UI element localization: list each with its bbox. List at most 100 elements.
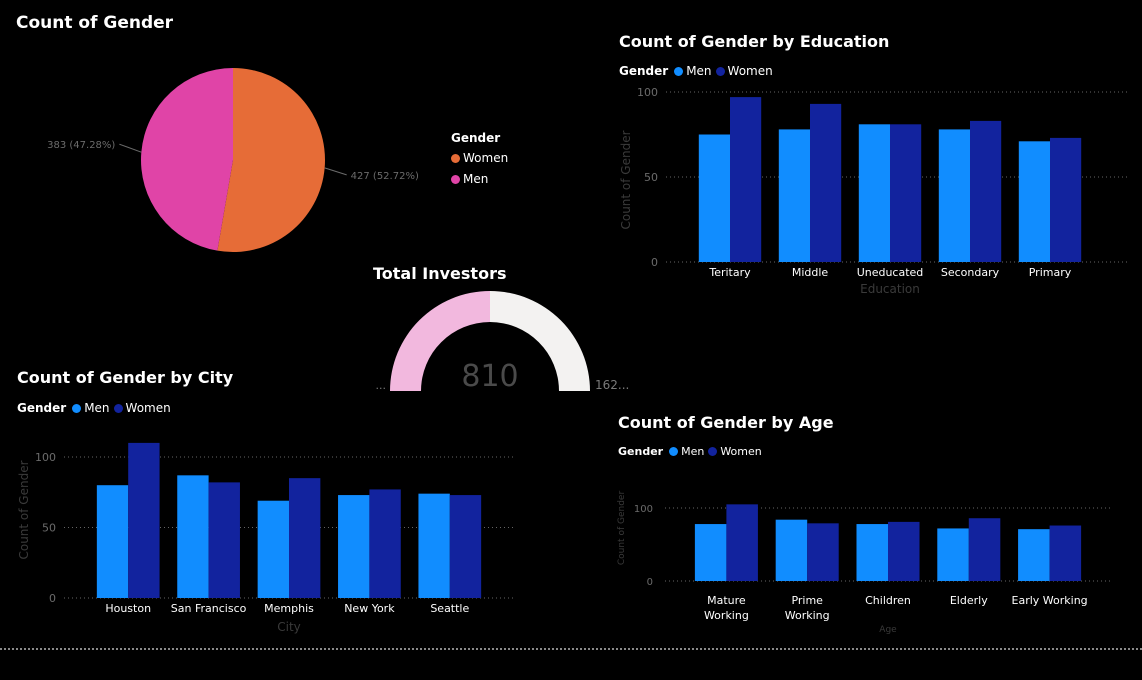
x-tick-label: Houston [105, 602, 151, 615]
city-legend-label-men: Men [84, 401, 110, 415]
bar-women-2[interactable] [289, 478, 321, 598]
city-legend-item-women[interactable]: Women [113, 401, 171, 415]
bar-men-2[interactable] [257, 500, 289, 598]
pie-slice-men[interactable] [141, 68, 233, 251]
bar-men-3[interactable] [937, 528, 969, 581]
women-legend-dot-icon [451, 153, 460, 163]
women-legend-dot-icon [715, 66, 725, 76]
bar-men-0[interactable] [698, 134, 730, 263]
pie-slice-women[interactable] [217, 68, 326, 252]
pie-legend-title: Gender [451, 131, 501, 145]
y-tick-label: 50 [42, 522, 56, 535]
bar-women-1[interactable] [807, 523, 839, 581]
age-legend-label-men: Men [681, 445, 705, 458]
x-tick-label: Working [704, 609, 749, 622]
education-legend-label-women: Women [727, 64, 773, 78]
bar-women-4[interactable] [449, 495, 482, 598]
men-legend-dot-icon [669, 447, 679, 456]
x-tick-label: Mature [707, 594, 746, 607]
bar-women-2[interactable] [890, 124, 922, 262]
education-legend-label-men: Men [686, 64, 712, 78]
bar-men-3[interactable] [338, 495, 370, 598]
x-tick-label: Secondary [941, 266, 1000, 279]
gauge-fill[interactable] [390, 291, 490, 391]
x-tick-label: Seattle [430, 602, 469, 615]
pie-data-label-men: 383 (47.28%) [47, 140, 115, 151]
age-legend-label-women: Women [720, 445, 762, 458]
bar-women-4[interactable] [1049, 525, 1082, 581]
bar-women-1[interactable] [208, 482, 240, 598]
gauge-chart: 810... 162... [376, 291, 629, 394]
x-tick-label: San Francisco [171, 602, 247, 615]
bar-men-4[interactable] [1018, 529, 1050, 581]
bar-women-4[interactable] [1050, 137, 1082, 262]
bar-women-0[interactable] [726, 504, 758, 581]
x-tick-label: Primary [1029, 266, 1072, 279]
bar-men-0[interactable] [694, 524, 727, 581]
education-legend-item-men[interactable]: Men [674, 64, 712, 78]
bar-women-3[interactable] [970, 120, 1002, 263]
age-legend-item-women[interactable]: Women [708, 445, 762, 458]
education-legend: Gender Men Women [619, 64, 777, 78]
city-legend-title: Gender [17, 401, 67, 415]
bar-women-3[interactable] [369, 489, 401, 598]
pie-chart: 427 (52.72%) 383 (47.28%) [47, 68, 419, 252]
age-legend-item-men[interactable]: Men [669, 445, 704, 458]
pie-legend-label-men: Men [463, 172, 489, 186]
bar-women-0[interactable] [730, 97, 762, 262]
men-legend-dot-icon [451, 174, 460, 184]
y-tick-label: 0 [651, 256, 658, 269]
bar-men-2[interactable] [856, 524, 888, 581]
education-legend-item-women[interactable]: Women [715, 64, 773, 78]
y-tick-label: 0 [647, 577, 653, 588]
city-title: Count of Gender by City [17, 368, 234, 387]
x-tick-label: Teritary [708, 266, 751, 279]
bar-men-2[interactable] [858, 124, 890, 262]
city-chart: 0 50 100 Count of Gender Houston San Francisc… [17, 442, 516, 634]
y-tick-label: 100 [637, 86, 658, 99]
x-tick-label: Children [865, 594, 911, 607]
x-axis-title: Education [860, 282, 920, 296]
age-visual: Count of Gender by Age Gender Men Women … [600, 400, 1142, 640]
education-visual: Count of Gender by Education Gender Men … [600, 20, 1142, 300]
bar-men-1[interactable] [177, 475, 209, 598]
bar-men-1[interactable] [778, 129, 810, 262]
y-tick-label: 50 [644, 171, 658, 184]
women-legend-dot-icon [113, 403, 123, 413]
y-tick-label: 0 [49, 592, 56, 605]
x-tick-label: Memphis [264, 602, 314, 615]
age-chart: 0 100 Count of Gender Mature Working Prime Wor… [617, 491, 1113, 635]
city-legend-item-men[interactable]: Men [72, 401, 110, 415]
city-legend-label-women: Women [125, 401, 171, 415]
bottom-divider [0, 648, 1142, 650]
gauge-title: Total Investors [373, 264, 507, 283]
bar-men-4[interactable] [418, 493, 450, 598]
gauge-track [490, 291, 590, 391]
y-axis-title: Count of Gender [617, 491, 627, 566]
bar-women-1[interactable] [810, 103, 842, 263]
x-tick-label: Uneducated [857, 266, 924, 279]
bar-women-0[interactable] [128, 442, 160, 598]
pie-leader-line [119, 143, 142, 153]
pie-legend: Gender Women Men [451, 131, 508, 193]
education-legend-title: Gender [619, 64, 669, 78]
pie-data-label-women: 427 (52.72%) [351, 171, 419, 182]
pie-title: Count of Gender [16, 13, 174, 33]
x-axis-title: Age [879, 625, 897, 635]
pie-legend-item-women[interactable]: Women [451, 151, 508, 165]
y-axis-title: Count of Gender [619, 130, 633, 229]
bar-men-0[interactable] [96, 485, 129, 598]
pie-legend-label-women: Women [463, 151, 509, 165]
pie-legend-item-men[interactable]: Men [451, 172, 508, 186]
x-tick-label: Elderly [950, 594, 988, 607]
bar-men-1[interactable] [775, 519, 808, 581]
age-legend-title: Gender [618, 445, 664, 458]
pie-leader-line [324, 167, 347, 176]
bar-men-3[interactable] [938, 129, 970, 262]
gauge-value: 810 [461, 359, 518, 394]
y-axis-title: Count of Gender [17, 460, 31, 559]
bar-women-2[interactable] [888, 521, 920, 581]
bar-women-3[interactable] [968, 518, 1001, 581]
pie-visual: Count of Gender 427 (52.72%) 383 (47.28%)… [0, 0, 600, 260]
bar-men-4[interactable] [1018, 141, 1050, 262]
